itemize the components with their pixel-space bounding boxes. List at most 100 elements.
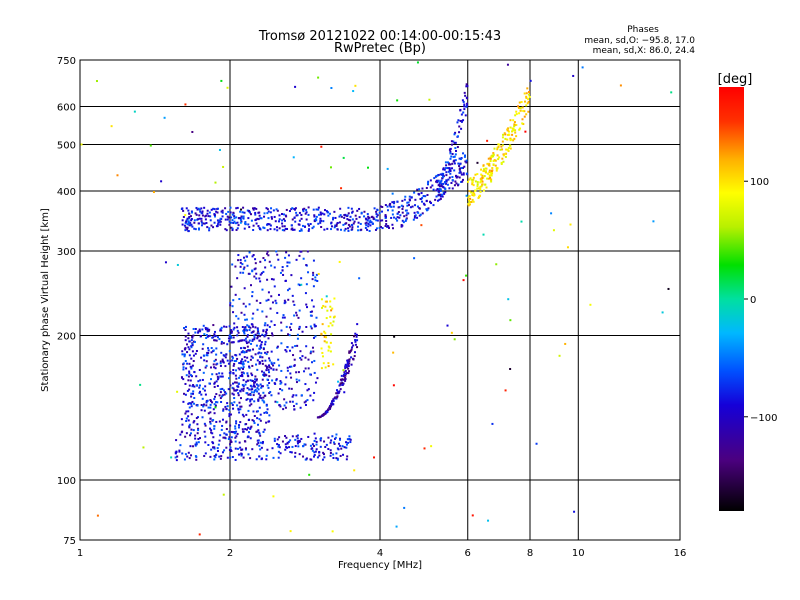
data-point bbox=[329, 300, 332, 303]
data-point bbox=[304, 292, 307, 295]
data-point-noise bbox=[550, 212, 553, 215]
data-point bbox=[518, 112, 521, 115]
data-point bbox=[221, 418, 224, 421]
data-point bbox=[243, 328, 246, 331]
data-point-noise bbox=[430, 445, 433, 448]
data-point bbox=[352, 344, 355, 347]
data-point bbox=[330, 405, 333, 408]
data-point-noise bbox=[495, 263, 498, 266]
data-point bbox=[245, 342, 248, 345]
data-point bbox=[206, 212, 209, 215]
data-point bbox=[504, 133, 507, 136]
data-point bbox=[416, 216, 419, 219]
data-point bbox=[268, 325, 271, 328]
data-point bbox=[240, 215, 243, 218]
data-point bbox=[244, 359, 247, 362]
data-point bbox=[512, 129, 515, 132]
data-point bbox=[233, 322, 236, 325]
data-point bbox=[311, 443, 314, 446]
data-point bbox=[296, 437, 299, 440]
data-point-noise bbox=[343, 391, 346, 394]
data-point bbox=[243, 347, 246, 350]
data-point bbox=[290, 224, 293, 227]
data-point bbox=[515, 112, 518, 115]
data-point bbox=[256, 332, 259, 335]
data-point bbox=[263, 227, 266, 230]
data-point bbox=[212, 446, 215, 449]
data-point bbox=[245, 318, 248, 321]
data-point bbox=[281, 440, 284, 443]
data-point bbox=[397, 211, 400, 214]
data-point-noise bbox=[652, 220, 655, 223]
data-point bbox=[184, 221, 187, 224]
data-point-noise bbox=[573, 510, 576, 513]
data-point bbox=[463, 165, 466, 168]
data-point bbox=[333, 397, 336, 400]
data-point bbox=[349, 441, 352, 444]
data-point bbox=[498, 156, 501, 159]
data-point bbox=[261, 356, 264, 359]
data-point bbox=[480, 173, 483, 176]
data-point-noise bbox=[520, 220, 523, 223]
data-point bbox=[186, 362, 189, 365]
data-point bbox=[345, 364, 348, 367]
data-point bbox=[470, 200, 473, 203]
data-point bbox=[465, 161, 468, 164]
data-point bbox=[321, 351, 324, 354]
data-point bbox=[456, 175, 459, 178]
data-point bbox=[442, 168, 445, 171]
data-point bbox=[526, 102, 529, 105]
data-point bbox=[214, 215, 217, 218]
data-point bbox=[224, 207, 227, 210]
data-point bbox=[376, 208, 379, 211]
data-point bbox=[327, 345, 330, 348]
data-point bbox=[259, 217, 262, 220]
data-point bbox=[300, 394, 303, 397]
data-point bbox=[295, 214, 298, 217]
data-point bbox=[248, 328, 251, 331]
data-point bbox=[527, 110, 530, 113]
data-point bbox=[253, 385, 256, 388]
data-point bbox=[336, 458, 339, 461]
data-point bbox=[503, 132, 506, 135]
data-point-noise bbox=[342, 156, 345, 159]
data-point bbox=[274, 400, 277, 403]
data-point bbox=[313, 214, 316, 217]
data-point bbox=[228, 436, 231, 439]
data-point bbox=[258, 226, 261, 229]
data-point bbox=[286, 346, 289, 349]
data-point bbox=[461, 180, 464, 183]
data-point bbox=[353, 335, 356, 338]
data-point bbox=[330, 402, 333, 405]
data-point bbox=[240, 405, 243, 408]
data-point bbox=[272, 278, 275, 281]
data-point bbox=[277, 258, 280, 261]
data-point bbox=[243, 287, 246, 290]
data-point bbox=[404, 209, 407, 212]
data-point bbox=[259, 345, 262, 348]
data-point bbox=[200, 356, 203, 359]
data-point bbox=[455, 182, 458, 185]
data-point bbox=[258, 396, 261, 399]
data-point bbox=[228, 325, 231, 328]
data-point bbox=[213, 330, 216, 333]
data-point bbox=[259, 355, 262, 358]
data-point bbox=[256, 308, 259, 311]
data-point bbox=[291, 445, 294, 448]
data-point bbox=[479, 185, 482, 188]
data-point bbox=[327, 214, 330, 217]
data-point bbox=[372, 216, 375, 219]
data-point bbox=[339, 228, 342, 231]
data-point bbox=[454, 141, 457, 144]
data-point bbox=[191, 211, 194, 214]
data-point bbox=[406, 212, 409, 215]
data-point bbox=[217, 377, 220, 380]
data-point bbox=[371, 215, 374, 218]
data-point-noise bbox=[446, 324, 449, 327]
data-point bbox=[284, 448, 287, 451]
data-point bbox=[250, 355, 253, 358]
data-point-noise bbox=[661, 311, 664, 314]
data-point bbox=[332, 216, 335, 219]
